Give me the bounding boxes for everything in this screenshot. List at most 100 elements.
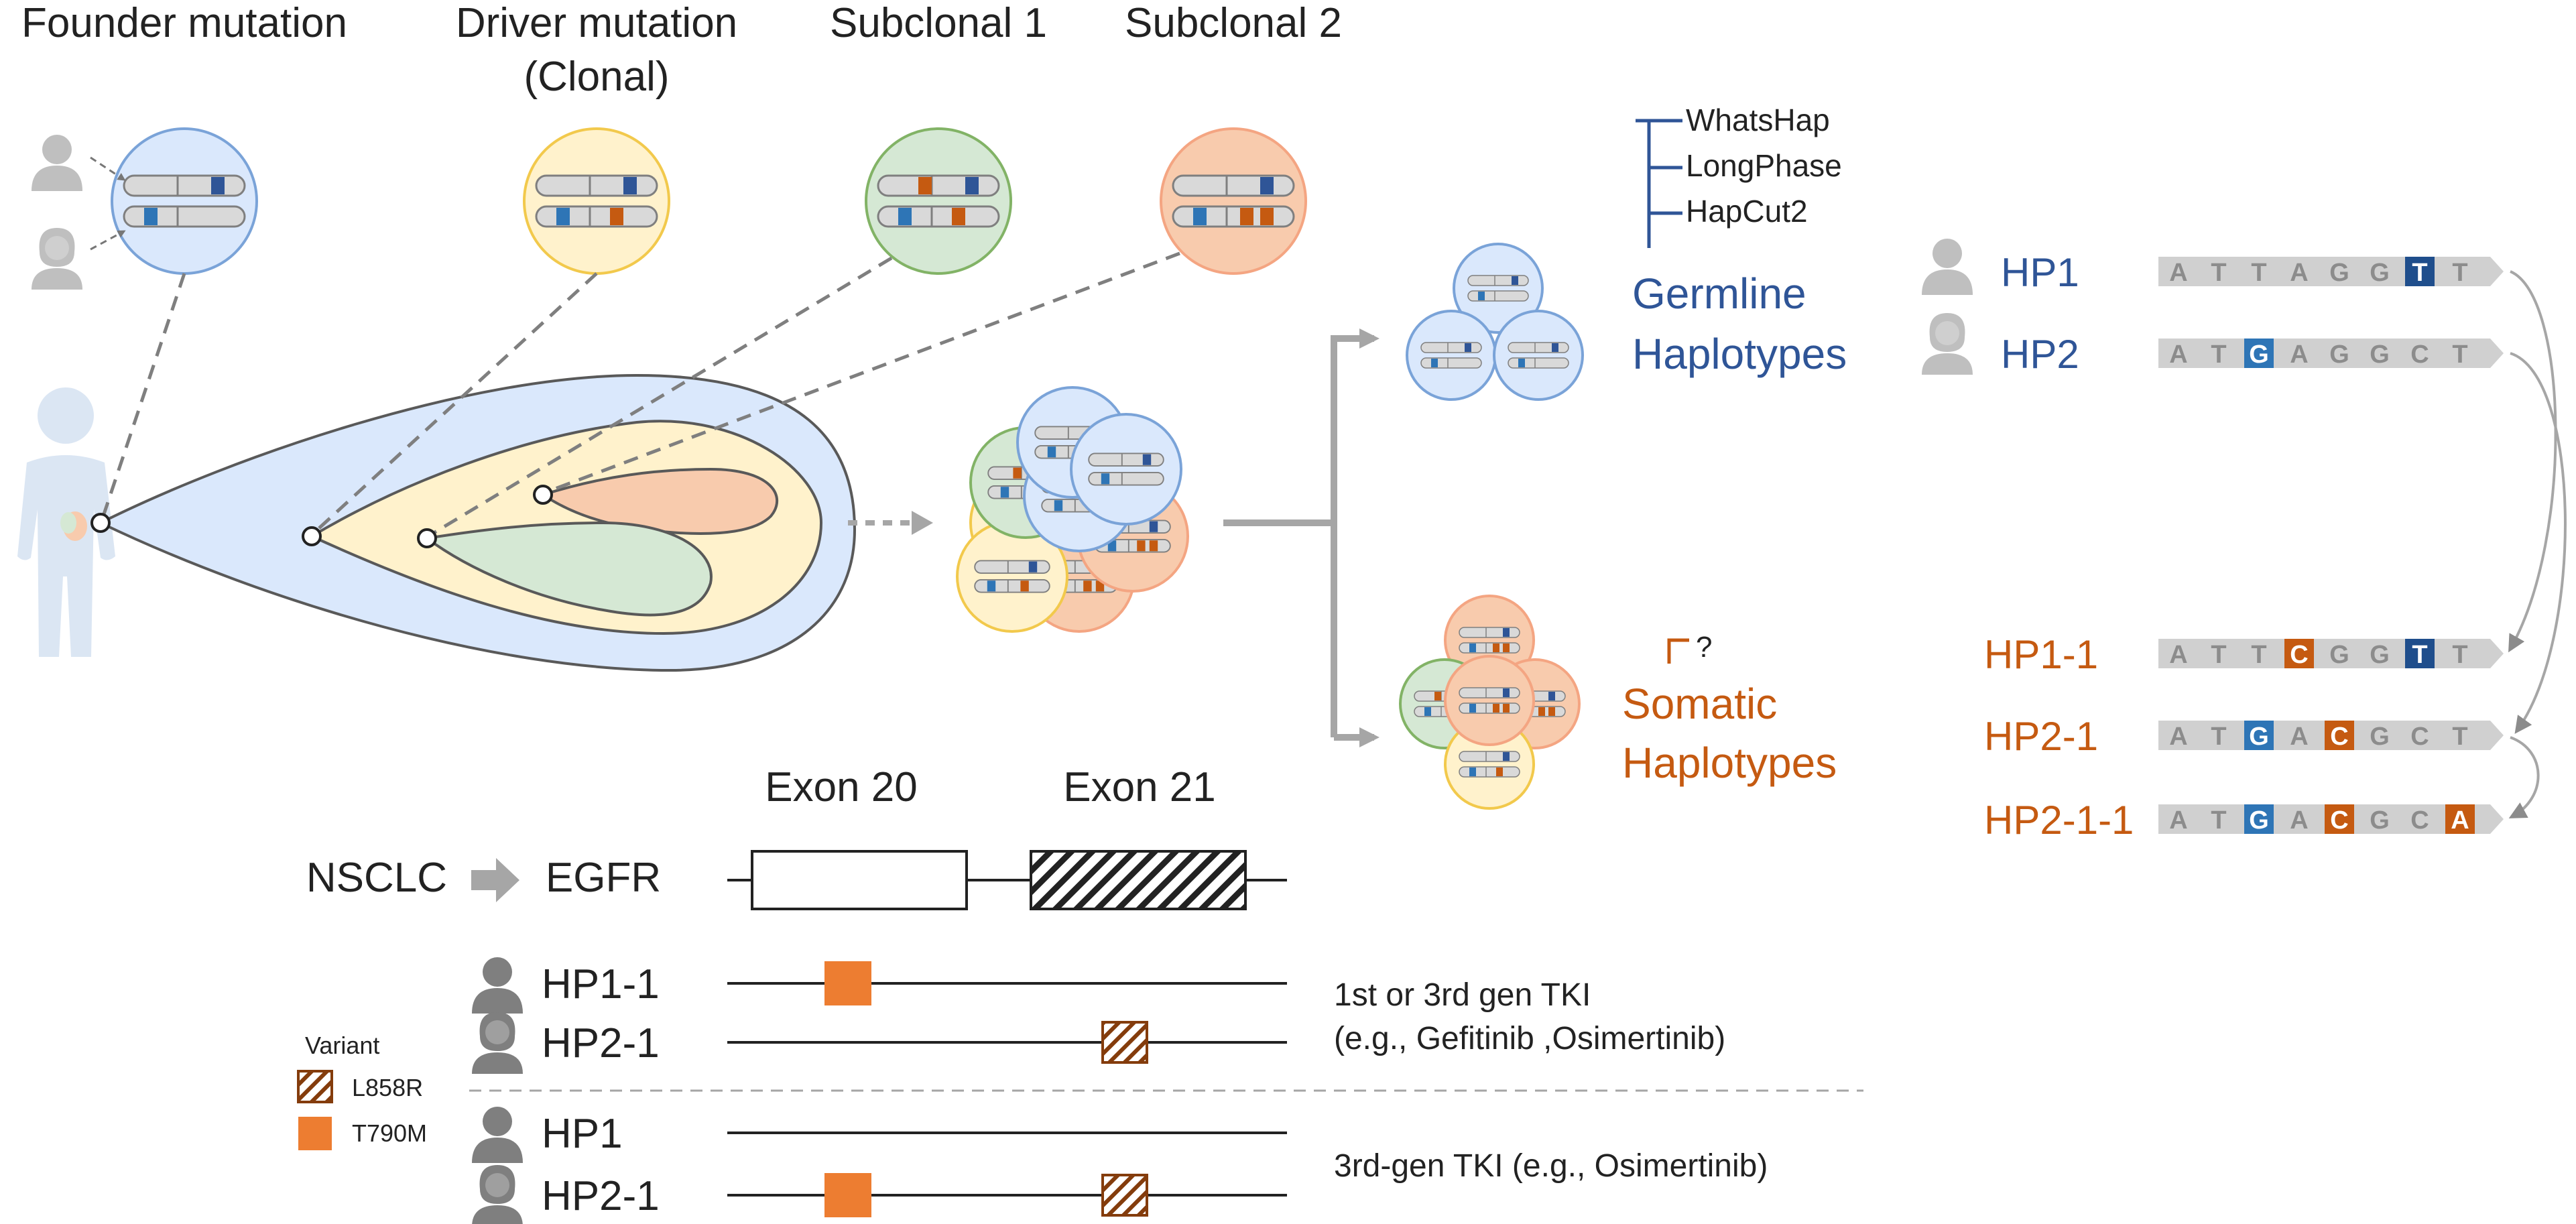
germline-cell xyxy=(1453,243,1544,334)
haplotype-row-hp2-1: HP2-1 A T G A C G C T xyxy=(1984,714,2504,759)
clone-origin-node xyxy=(302,526,322,546)
sequence-base: C xyxy=(2410,806,2429,835)
female-person-icon xyxy=(472,1012,523,1074)
father-icon xyxy=(32,135,82,191)
treatment-row: HP2-1 xyxy=(472,1012,1287,1074)
header-subclonal-1: Subclonal 1 xyxy=(830,0,1047,46)
inheritance-curve xyxy=(2510,352,2567,734)
male-person-icon xyxy=(472,957,523,1014)
variant-base-highlight xyxy=(2445,804,2475,834)
variant-base-highlight xyxy=(2325,721,2354,750)
germline-cell xyxy=(1493,310,1584,401)
sequence-base: T xyxy=(2412,259,2427,287)
t790m-variant-mark xyxy=(824,1173,871,1217)
clone-origin-node xyxy=(533,485,553,505)
female-person-icon xyxy=(472,1165,523,1224)
haplotype-label: HP2-1 xyxy=(1984,714,2098,759)
treatment-row: HP2-1 xyxy=(472,1165,1287,1224)
legend-title: Variant xyxy=(305,1032,379,1059)
chromosome-pair xyxy=(1467,275,1529,302)
chromosome-pair xyxy=(1088,452,1164,486)
founder-clone xyxy=(111,127,258,275)
chromosome-pair xyxy=(974,560,1050,593)
sequence-base: T xyxy=(2452,641,2467,669)
sequence-base: G xyxy=(2370,641,2390,669)
somatic-bracket xyxy=(1667,638,1689,664)
sequence-base: A xyxy=(2169,806,2187,835)
sequence-base: C xyxy=(2410,341,2429,369)
sequence-base: G xyxy=(2249,806,2269,835)
therapy-group-2: 3rd-gen TKI (e.g., Osimertinib) xyxy=(1334,1148,1768,1184)
sequence-base: C xyxy=(2290,641,2308,669)
somatic-cell xyxy=(1444,655,1535,746)
sequence-base: T xyxy=(2211,259,2226,287)
variant-base-highlight xyxy=(2244,804,2274,834)
haplotype-label: HP2 xyxy=(2001,332,2079,377)
lineage-line-subclonal-2 xyxy=(542,251,1180,495)
sequence-base: A xyxy=(2290,259,2308,287)
sequence-base: T xyxy=(2452,723,2467,751)
sequence-base: C xyxy=(2410,723,2429,751)
inheritance-curve xyxy=(2508,736,2540,818)
sequence-base: T xyxy=(2211,806,2226,835)
sequence-base: G xyxy=(2329,341,2349,369)
chromosome-pair xyxy=(1420,342,1482,369)
exon-21-box xyxy=(1030,850,1247,910)
germline-label-2: Haplotypes xyxy=(1632,330,1847,378)
mother-icon xyxy=(32,228,82,290)
phasing-tool-label: WhatsHap xyxy=(1686,103,1830,137)
l858r-variant-mark xyxy=(1101,1174,1148,1217)
haplotype-label: HP1 xyxy=(2001,250,2079,295)
arrow-icon xyxy=(471,858,519,902)
inheritance-arrow xyxy=(90,156,126,181)
variant-base-highlight xyxy=(2244,339,2274,368)
somatic-cell xyxy=(1444,719,1535,810)
disease-label: NSCLC xyxy=(306,855,447,901)
haplotype-label: HP1-1 xyxy=(1984,632,2098,677)
dotted-arrow-head xyxy=(912,511,933,535)
sequence-base: A xyxy=(2169,341,2187,369)
header-subclonal-2: Subclonal 2 xyxy=(1125,0,1342,46)
somatic-label: Somatic xyxy=(1622,680,1777,728)
chromosome-pair xyxy=(535,174,658,228)
tumor-evolution-diagram xyxy=(97,373,857,672)
header-driver-clonal: (Clonal) xyxy=(524,54,669,100)
t790m-variant-mark xyxy=(824,961,871,1005)
haplotype-label: HP2-1-1 xyxy=(1984,798,2134,843)
chromosome-pair xyxy=(1459,627,1520,654)
clone-origin-node xyxy=(90,513,111,533)
legend-label: T790M xyxy=(352,1119,427,1147)
therapy-group-1: 1st or 3rd gen TKI xyxy=(1334,977,1591,1013)
female-person-icon xyxy=(1922,313,1973,375)
sequence-base: G xyxy=(2329,259,2349,287)
male-person-icon xyxy=(472,1107,523,1163)
somatic-label-2: Haplotypes xyxy=(1622,739,1837,787)
sequence-base: A xyxy=(2290,806,2308,835)
chromosome-pair xyxy=(1172,174,1295,228)
lineage-line-driver xyxy=(310,272,598,536)
sequence-base: A xyxy=(2169,723,2187,751)
inheritance-curve xyxy=(2508,270,2557,653)
sequence-base: G xyxy=(2370,723,2390,751)
sequence-base: C xyxy=(2330,723,2348,751)
sequence-base: T xyxy=(2211,641,2226,669)
exon-21-label: Exon 21 xyxy=(1063,764,1216,810)
sequence-base: G xyxy=(2370,259,2390,287)
treatment-row-label: HP2-1 xyxy=(542,1173,660,1219)
exon-20-label: Exon 20 xyxy=(765,764,918,810)
sequence-base: G xyxy=(2329,641,2349,669)
unknown-tool-mark: ? xyxy=(1696,631,1712,664)
sequence-base: G xyxy=(2249,723,2269,751)
male-person-icon xyxy=(1922,239,1973,295)
clone-origin-node xyxy=(417,528,437,548)
treatment-row-label: HP2-1 xyxy=(542,1020,660,1066)
sequence-base: G xyxy=(2370,341,2390,369)
chromosome-pair xyxy=(877,174,1000,228)
header-founder-mutation: Founder mutation xyxy=(21,0,347,46)
haplotype-row-hp2: HP2 A T G A G G C T xyxy=(1922,313,2504,377)
legend-label: L858R xyxy=(352,1074,423,1101)
sequence-base: T xyxy=(2211,723,2226,751)
haplotype-row-hp2-1-1: HP2-1-1 A T G A C G C A xyxy=(1984,798,2504,843)
variant-base-highlight xyxy=(2325,804,2354,834)
